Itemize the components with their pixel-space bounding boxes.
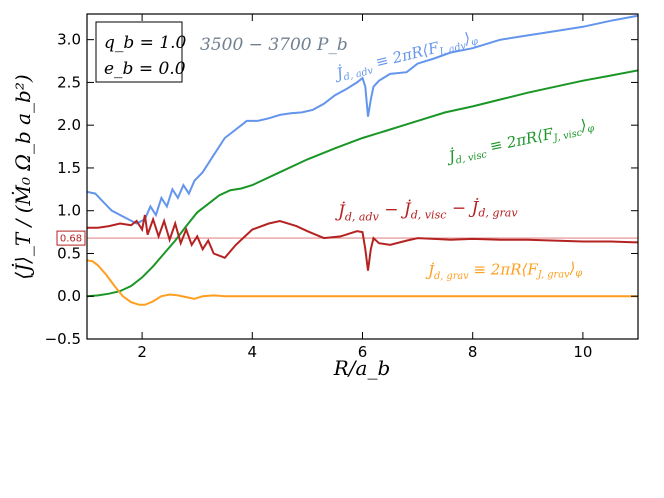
y-tick-label: 0.5 — [57, 244, 81, 262]
annotation-part: d, grav — [434, 271, 469, 282]
series-line-advective — [87, 14, 638, 225]
y-tick-label: 2.0 — [57, 116, 81, 134]
annotation-part: J, visc — [551, 127, 584, 144]
series-line-net — [87, 214, 638, 271]
time-window-label: 3500 − 3700 P_b — [200, 35, 348, 55]
param-q: q_b = 1.0 — [104, 33, 187, 53]
reference-value-label: 0.68 — [56, 230, 86, 246]
annotation-part: J̇ — [425, 262, 435, 280]
annotation-part: d, adv — [345, 210, 380, 223]
y-tick-label: 0.0 — [57, 287, 81, 305]
y-axis-label: ⟨J̇⟩_T / (Ṁ₀ Ω_b a_b²) — [11, 74, 35, 279]
annotation-part: ⟩ — [578, 116, 588, 135]
x-tick-label: 2 — [137, 343, 147, 361]
annotation-part: ≡ 2πR⟨F — [469, 260, 539, 278]
annotation-part: φ — [586, 123, 595, 135]
x-tick-label: 8 — [468, 343, 478, 361]
annotation-part: ⟩ — [569, 259, 576, 277]
annotation-part: d, visc — [455, 149, 489, 166]
annotation-part: − J̇ — [379, 200, 412, 220]
annotation-part: ≡ 2πR⟨F — [369, 38, 441, 72]
y-axis-ticks: −0.5 0.0 0.5 1.0 1.5 2.0 2.5 3.0 — [45, 31, 638, 348]
annotation-part: d, grav — [478, 207, 518, 220]
svg-text:0.68: 0.68 — [60, 234, 82, 245]
annotation-part: J, grav — [536, 269, 570, 280]
annotation-part: φ — [470, 36, 479, 48]
params-box: q_b = 1.0 e_b = 0.0 — [95, 21, 187, 83]
series-line-gravitational — [87, 259, 638, 306]
annotation-part: ⟩ — [461, 29, 472, 48]
series-line-viscous — [87, 69, 638, 298]
x-tick-label: 4 — [248, 343, 258, 361]
x-tick-label: 6 — [358, 343, 368, 361]
param-e: e_b = 0.0 — [104, 59, 186, 79]
y-tick-label: 2.5 — [57, 73, 81, 91]
x-axis-ticks: 2 4 6 8 10 — [137, 14, 592, 361]
annotation-net: J̇d, adv − J̇d, visc − J̇d, grav — [335, 198, 518, 223]
annotation-part: φ — [575, 268, 582, 279]
annotation-part: J, adv — [436, 40, 467, 58]
annotation-part: J̇ — [335, 202, 346, 222]
annotation-gravitational: J̇d, grav ≡ 2πR⟨FJ, grav⟩φ — [425, 259, 582, 282]
x-tick-label: 10 — [573, 343, 592, 361]
annotation-viscous: J̇d, visc ≡ 2πR⟨FJ, visc⟩φ — [443, 114, 596, 168]
y-tick-label: 1.0 — [57, 202, 81, 220]
annotation-part: − J̇ — [446, 198, 479, 218]
annotation-part: d, visc — [411, 209, 447, 222]
annotation-part: ≡ 2πR⟨F — [483, 124, 555, 156]
annotation-advective: J̇d, adv ≡ 2πR⟨FJ, adv⟩φ — [331, 27, 480, 85]
y-tick-label: 1.5 — [57, 159, 81, 177]
y-tick-label: 3.0 — [57, 31, 81, 49]
y-tick-label: −0.5 — [45, 330, 81, 348]
x-axis-label: R/a_b — [333, 356, 391, 380]
